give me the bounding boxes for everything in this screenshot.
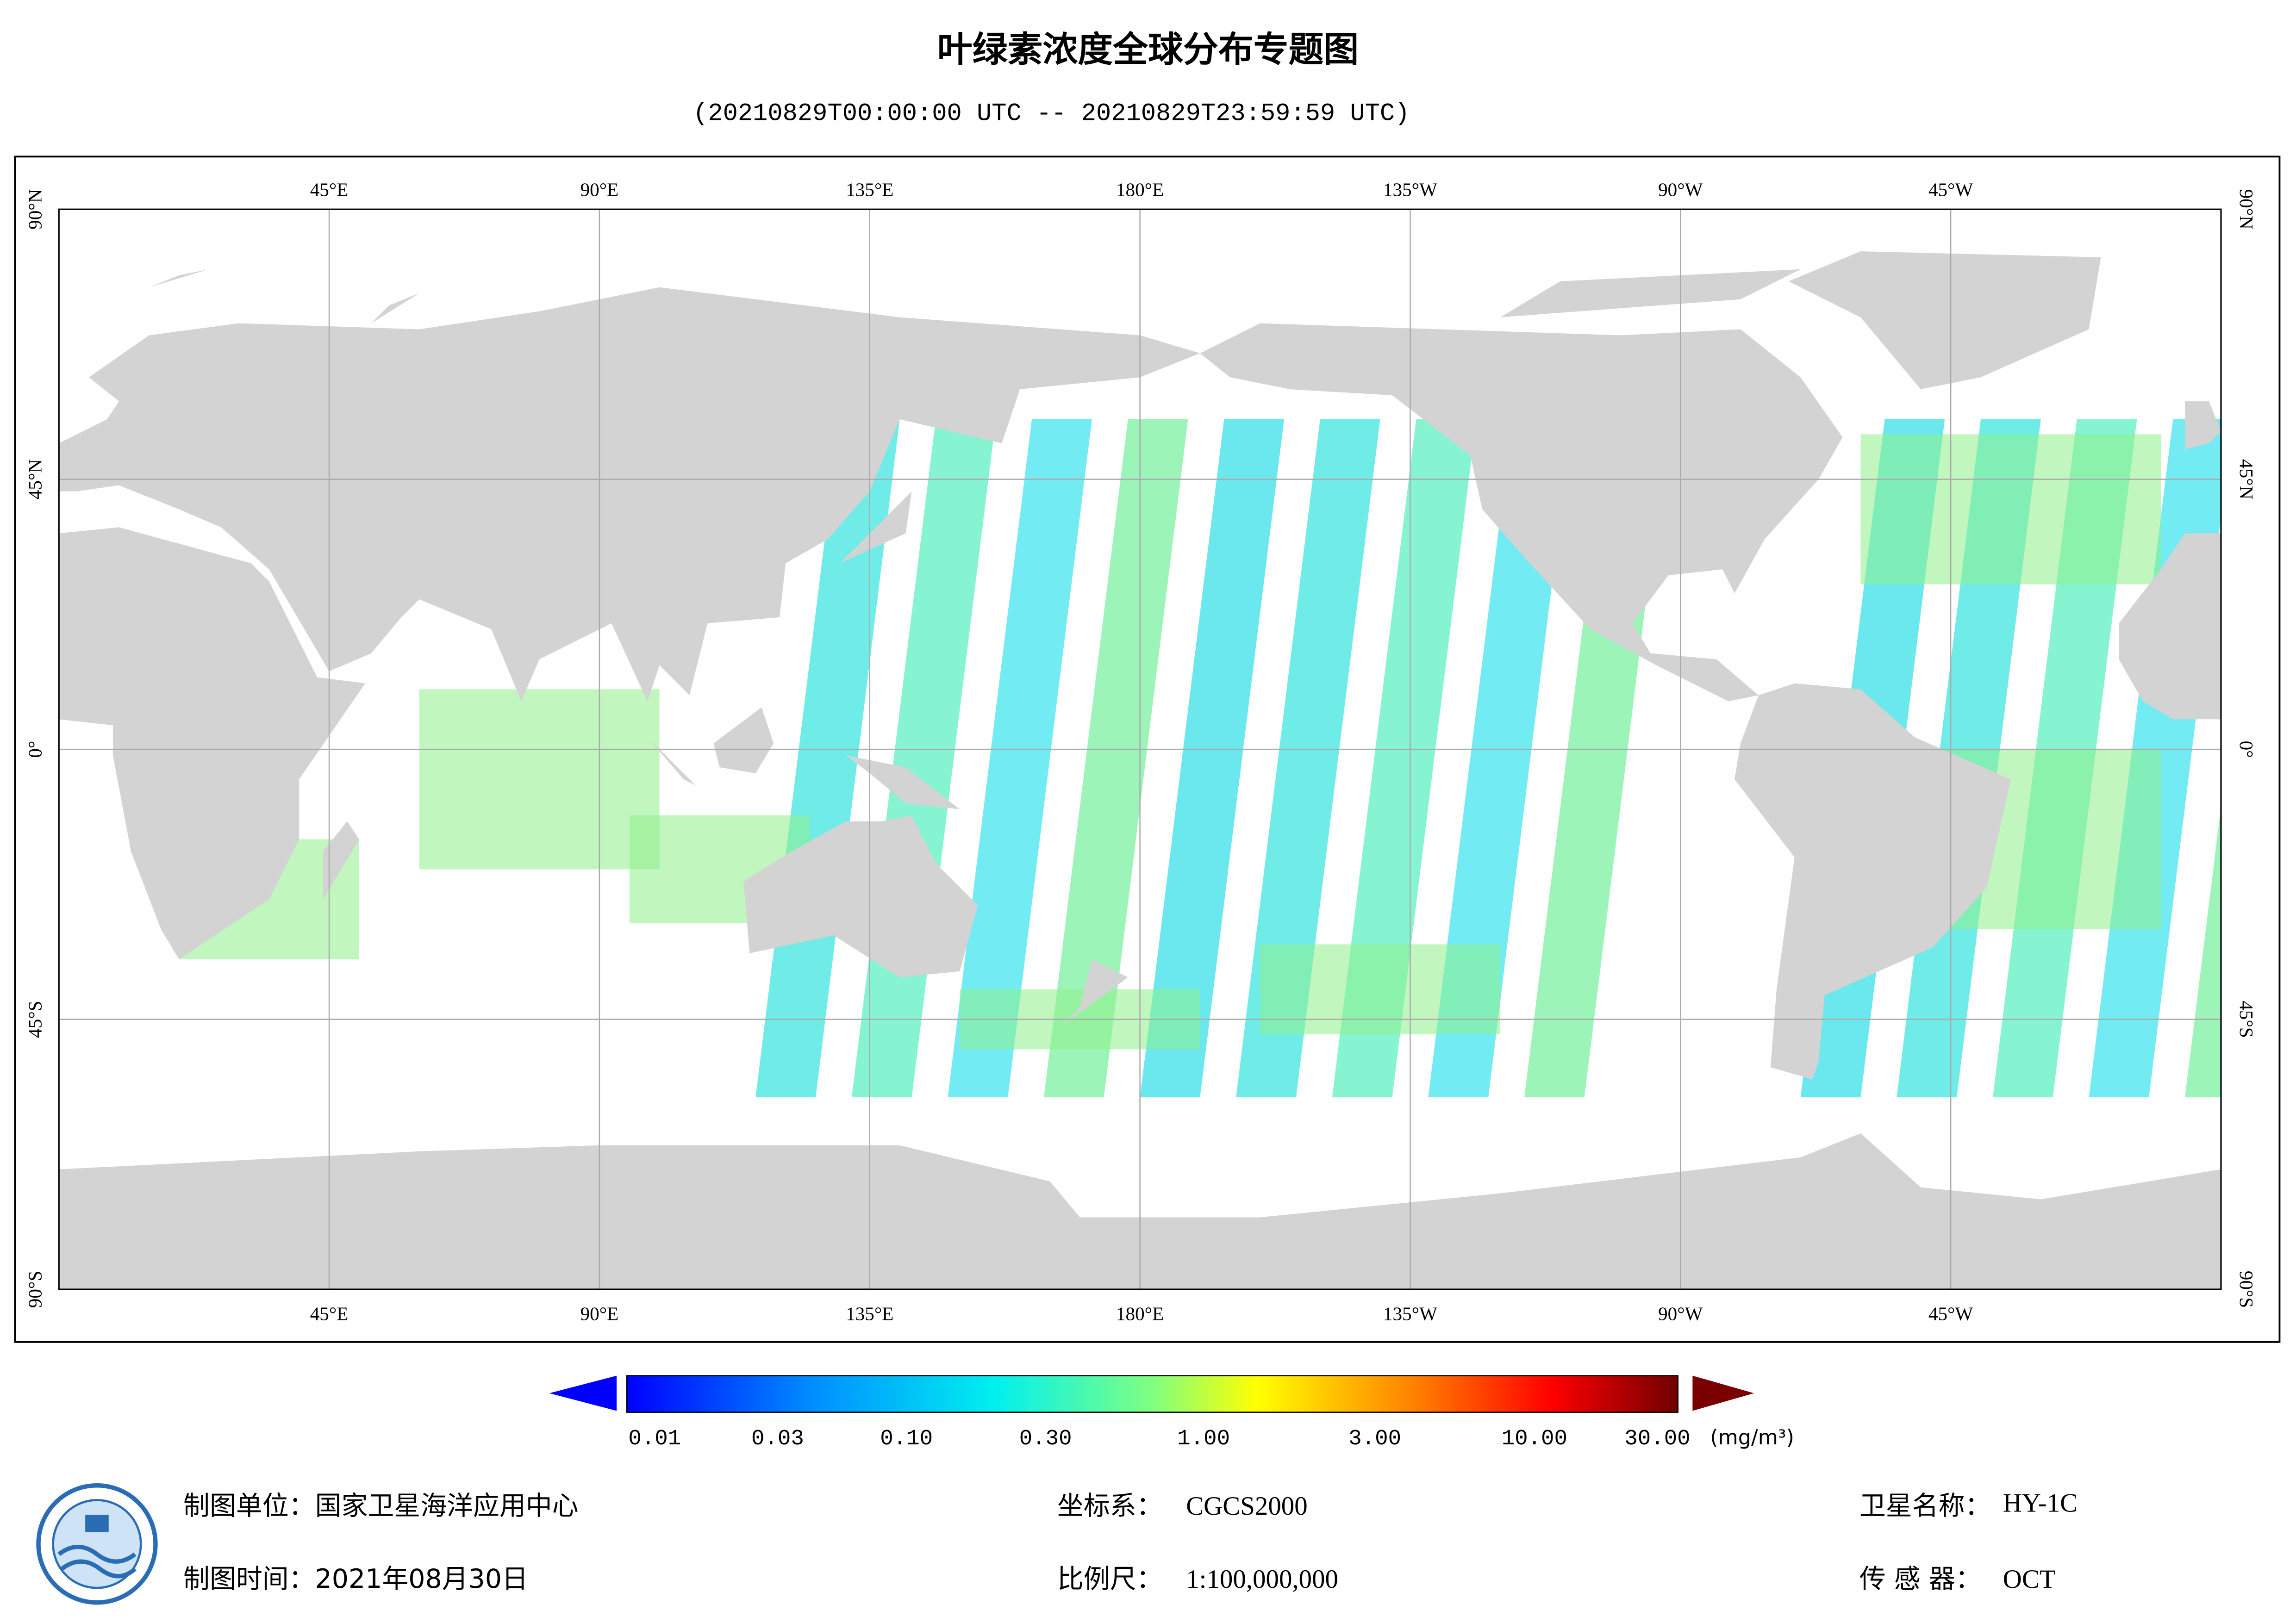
lat-label-left: 45°S: [24, 1001, 45, 1038]
satellite-value: HY-1C: [2003, 1489, 2078, 1518]
land: [1500, 269, 1801, 317]
colorbar-under-arrow: [549, 1375, 617, 1411]
land: [629, 719, 696, 785]
lon-label-bottom: 180°E: [1116, 1303, 1164, 1324]
crs-label: 坐标系：: [1057, 1491, 1163, 1521]
lat-label-right: 45°N: [2236, 459, 2257, 499]
land: [2119, 533, 2221, 720]
land: [2185, 401, 2221, 449]
logo: [36, 1483, 158, 1605]
lon-label-top: 45°E: [310, 179, 349, 200]
lon-label-top: 45°W: [1928, 179, 1973, 200]
land: [1788, 251, 2101, 390]
colorbar-tick-label: 1.00: [1177, 1427, 1230, 1451]
lat-label-left: 0°: [24, 741, 45, 758]
lon-label-bottom: 90°E: [580, 1303, 619, 1324]
map-date: 制图时间：2021年08月30日: [183, 1564, 528, 1594]
subtitle: (20210829T00:00:00 UTC -- 20210829T23:59…: [693, 99, 1410, 128]
land: [323, 821, 359, 900]
land: [149, 269, 209, 287]
land: [371, 293, 419, 323]
data-swath: [1428, 419, 1572, 1098]
lon-label-bottom: 135°W: [1383, 1303, 1437, 1324]
data-swath: [1044, 419, 1188, 1098]
lat-label-left: 45°N: [24, 459, 45, 499]
lat-label-right: 90°S: [2236, 1271, 2257, 1308]
land: [59, 527, 365, 959]
lon-label-top: 135°E: [846, 179, 893, 200]
land: [59, 287, 1200, 702]
map: [59, 209, 2221, 1289]
data-swath: [1236, 419, 1380, 1098]
land: [1061, 959, 1128, 1026]
map-border: [58, 208, 2222, 1290]
lon-label-bottom: 135°E: [846, 1303, 893, 1324]
lat-label-right: 45°S: [2236, 1001, 2257, 1038]
data-swath: [1140, 419, 1284, 1098]
satellite-label: 卫星名称：: [1859, 1491, 1991, 1521]
land: [713, 707, 774, 773]
land: [1200, 323, 1843, 702]
colorbar-tick-label: 0.30: [1019, 1427, 1072, 1451]
data-swath: [948, 419, 1092, 1098]
data-patch: [419, 689, 660, 870]
sensor-value: OCT: [2003, 1565, 2056, 1594]
lat-label-right: 90°N: [2236, 189, 2257, 230]
crs-value: CGCS2000: [1186, 1492, 1307, 1521]
colorbar-unit: (mg/m³): [1710, 1426, 1794, 1449]
lon-label-top: 90°W: [1658, 179, 1703, 200]
sensor-label: 传 感 器：: [1859, 1564, 1982, 1594]
land: [839, 491, 912, 564]
land: [1734, 683, 2011, 1080]
lon-label-top: 135°W: [1383, 179, 1437, 200]
lon-label-top: 180°E: [1116, 179, 1164, 200]
land: [743, 815, 978, 977]
lat-label-left: 90°S: [24, 1271, 45, 1308]
lon-label-bottom: 90°W: [1658, 1303, 1703, 1324]
data-patch: [1860, 434, 2161, 585]
lat-label-right: 0°: [2236, 741, 2257, 758]
data-patch: [1260, 944, 1501, 1034]
colorbar-tick-label: 3.00: [1348, 1427, 1401, 1451]
land: [845, 755, 960, 809]
lon-label-top: 90°E: [580, 179, 619, 200]
map-frame: [14, 155, 2281, 1343]
colorbar-tick-label: 30.00: [1624, 1427, 1690, 1451]
lon-label-bottom: 45°E: [310, 1303, 349, 1324]
colorbar-tick-label: 0.03: [751, 1427, 804, 1451]
producer: 制图单位：国家卫星海洋应用中心: [183, 1491, 579, 1521]
lon-label-bottom: 45°W: [1928, 1303, 1973, 1324]
title: 叶绿素浓度全球分布专题图: [937, 29, 1359, 70]
data-swath: [2185, 807, 2221, 1098]
lat-label-left: 90°N: [24, 189, 45, 230]
colorbar-over-arrow: [1692, 1375, 1754, 1411]
data-swath: [1332, 419, 1477, 1098]
colorbar-tick-label: 10.00: [1502, 1427, 1567, 1451]
scale-label: 比例尺：: [1057, 1564, 1163, 1594]
colorbar: [626, 1375, 1679, 1413]
colorbar-tick-label: 0.10: [880, 1427, 933, 1451]
colorbar-tick-label: 0.01: [628, 1427, 681, 1451]
scale-value: 1:100,000,000: [1186, 1565, 1338, 1594]
